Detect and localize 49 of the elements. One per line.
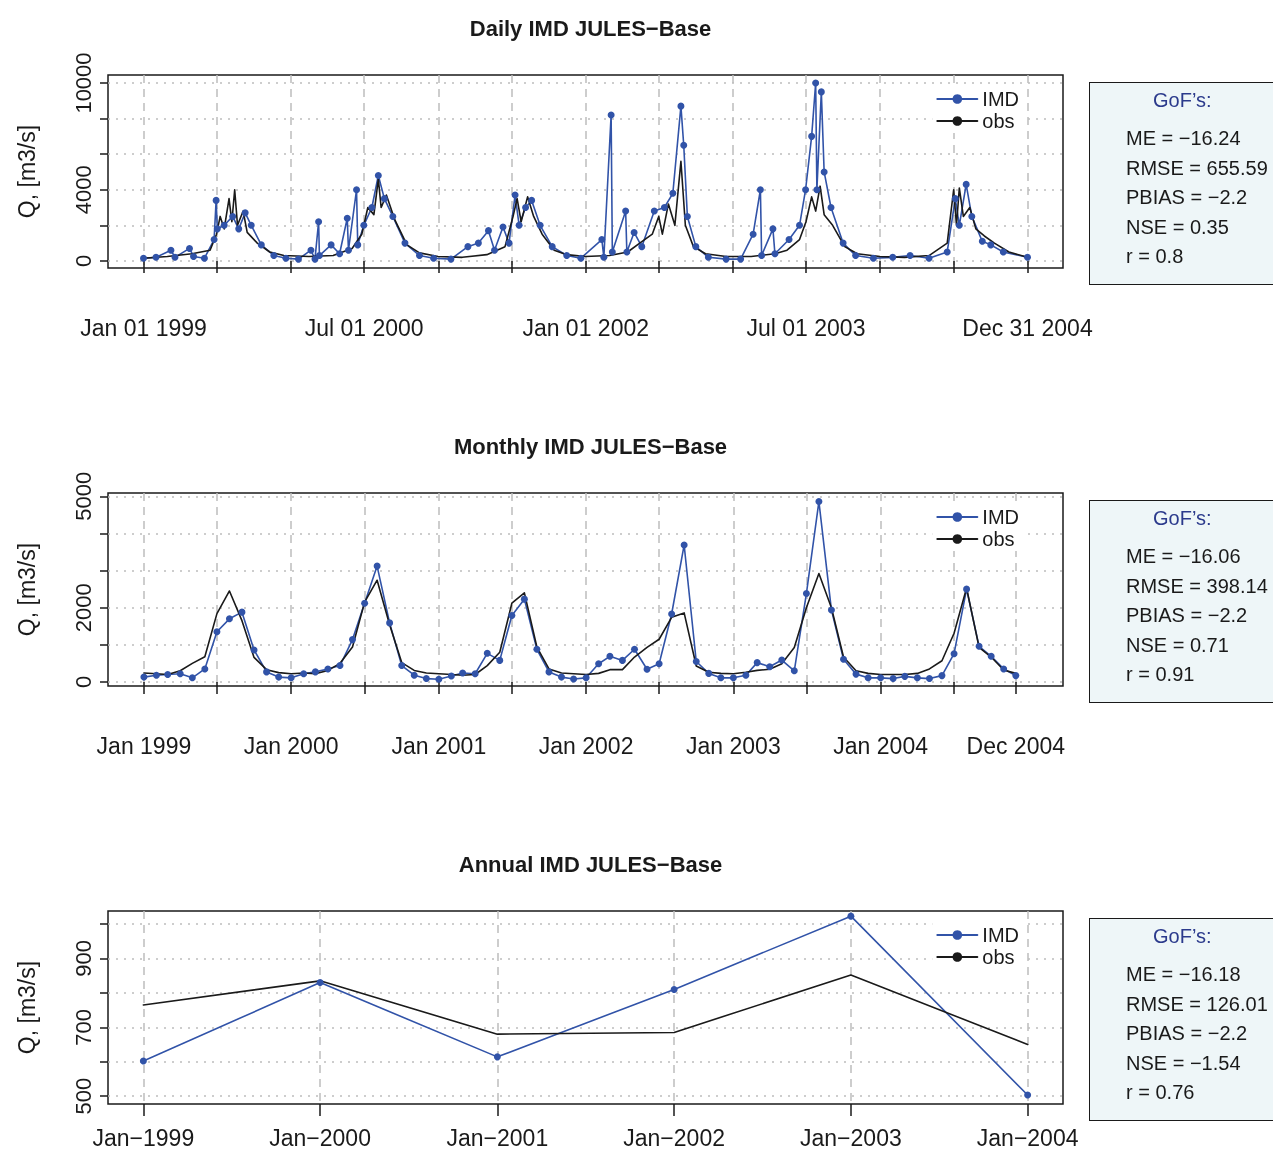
y-tick-label: 700	[70, 1008, 96, 1046]
x-tick-label: Jan−2000	[269, 1124, 371, 1151]
y-tick-label: 0	[70, 675, 96, 689]
point	[847, 912, 855, 920]
x-tick-label: Jan 2000	[243, 732, 339, 759]
x-tick-label: Jan 2001	[391, 732, 487, 759]
y-axis-title: Q, [m3/s]	[13, 960, 40, 1055]
x-tick-label: Dec 31 2004	[962, 314, 1093, 341]
x-tick-label: Dec 2004	[966, 732, 1066, 759]
legend-label: obs	[982, 110, 1015, 132]
legend-label: obs	[982, 528, 1015, 550]
x-tick-label: Jan 1999	[96, 732, 192, 759]
point	[670, 985, 678, 993]
x-tick-label: Jan 2002	[538, 732, 634, 759]
chart-title: Daily IMD JULES−Base	[469, 15, 712, 41]
point	[316, 979, 324, 987]
y-tick-label: 10000	[70, 52, 96, 114]
y-axis-title: Q, [m3/s]	[13, 124, 40, 219]
x-tick-label: Jan 2004	[833, 732, 929, 759]
x-tick-label: Jan−2003	[800, 1124, 902, 1151]
legend-label: obs	[982, 946, 1015, 968]
x-tick-label: Jan 01 1999	[80, 314, 207, 341]
y-tick-label: 0	[70, 254, 96, 268]
y-tick-label: 900	[70, 940, 96, 977]
x-tick-label: Jan−2002	[623, 1124, 725, 1151]
x-tick-label: Jan−2001	[446, 1124, 549, 1151]
legend-label: IMD	[982, 88, 1020, 110]
stats-card: GoF’s: ME = −16.18 RMSE = 126.01 PBIAS = −2.2 NSE = −1.54 r = 0.76	[1089, 918, 1273, 1121]
stats-card: GoF’s: ME = −16.06 RMSE = 398.14 PBIAS = −2.2 NSE = 0.71 r = 0.91	[1089, 500, 1273, 703]
line-series	[142, 974, 1029, 1046]
chart-title: Annual IMD JULES−Base	[458, 851, 723, 877]
y-tick-label: 500	[70, 1077, 96, 1115]
x-tick-label: Jul 01 2003	[746, 314, 866, 341]
point	[493, 1053, 501, 1061]
y-tick-label: 4000	[70, 165, 96, 215]
y-axis-title: Q, [m3/s]	[13, 542, 40, 637]
x-tick-label: Jan 2003	[686, 732, 781, 759]
legend-label: IMD	[982, 506, 1020, 528]
x-tick-label: Jan−2004	[976, 1124, 1079, 1151]
y-tick-label: 5000	[70, 471, 96, 521]
stats-card: GoF’s: ME = −16.24 RMSE = 655.59 PBIAS = −2.2 NSE = 0.35 r = 0.8	[1089, 82, 1273, 285]
chart-title: Monthly IMD JULES−Base	[453, 433, 728, 459]
x-tick-label: Jan−1999	[92, 1124, 195, 1151]
point	[139, 1057, 147, 1065]
point	[1024, 1091, 1032, 1099]
legend-label: IMD	[982, 924, 1020, 946]
y-tick-label: 2000	[70, 583, 96, 633]
x-tick-label: Jan 01 2002	[522, 314, 650, 341]
x-tick-label: Jul 01 2000	[304, 314, 424, 341]
